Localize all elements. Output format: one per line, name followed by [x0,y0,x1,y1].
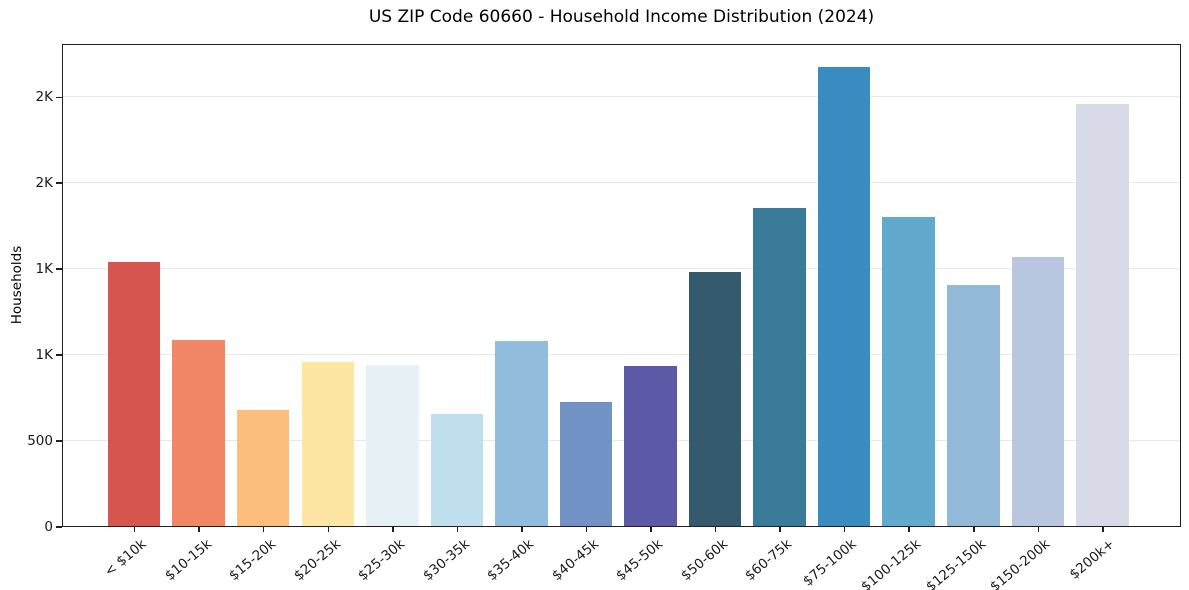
bar [1076,104,1129,526]
bar [559,402,613,526]
x-tick-mark [650,526,652,532]
y-tick-label: 1K [35,261,53,278]
y-tick-label: 500 [27,433,53,450]
x-tick-label: $75-100k [800,536,860,590]
x-tick-mark [779,526,781,532]
chart-title: US ZIP Code 60660 - Household Income Dis… [368,7,875,27]
x-tick-mark [262,526,265,532]
gridline [63,439,1180,441]
x-tick-mark [714,526,717,532]
x-tick-label: $125-150k [922,536,990,590]
x-tick-mark [585,526,588,532]
bar [882,216,935,526]
plot-area [62,44,1181,527]
x-tick-mark [1102,526,1104,532]
y-tick-mark [56,440,62,442]
x-tick-mark [198,526,200,532]
x-tick-mark [133,526,136,532]
x-tick-mark [843,526,846,532]
bar [688,272,742,526]
bar [172,339,225,526]
x-tick-label: $50-60k [677,536,731,585]
gridline [63,353,1180,355]
x-tick-mark [973,526,975,532]
bar [753,208,806,526]
x-tick-label: $45-50k [613,536,667,585]
x-tick-mark [456,526,459,532]
y-tick-mark [56,268,62,270]
gridline [63,95,1180,97]
y-tick-mark [56,354,62,356]
bar [301,361,354,526]
gridline [63,181,1180,183]
x-tick-mark [327,526,329,532]
y-tick-mark [56,526,62,528]
x-tick-label: $40-45k [548,536,602,585]
x-tick-label: $35-40k [484,536,538,585]
x-tick-label: $60-75k [742,536,796,585]
x-tick-mark [521,526,523,532]
x-tick-label: $100-125k [858,536,925,590]
x-tick-label: $20-25k [290,536,344,585]
y-tick-label: 1K [35,347,53,364]
y-tick-label: 2K [35,175,53,192]
y-tick-mark [56,182,62,184]
bar [624,366,677,526]
bar [107,262,161,526]
y-axis-label: Households [9,245,25,325]
x-tick-label: $25-30k [355,536,409,585]
x-tick-label: $10-15k [161,536,215,585]
y-tick-mark [56,96,62,99]
x-tick-label: $30-35k [419,536,473,585]
x-tick-mark [908,526,910,532]
bar [1011,257,1065,526]
bar [947,284,1000,526]
x-tick-mark [392,526,394,532]
gridline [63,267,1180,269]
x-tick-label: $15-20k [226,536,279,585]
bar [430,414,484,526]
y-tick-label: 2K [35,89,53,106]
bar [495,341,548,526]
bar [817,67,871,526]
y-tick-label: 0 [44,519,53,535]
x-tick-label: $150-200k [987,536,1054,590]
bar [366,365,419,526]
x-tick-label: < $10k [101,536,150,580]
bar [236,409,290,526]
x-tick-mark [1037,526,1040,532]
x-tick-label: $200k+ [1066,536,1119,583]
